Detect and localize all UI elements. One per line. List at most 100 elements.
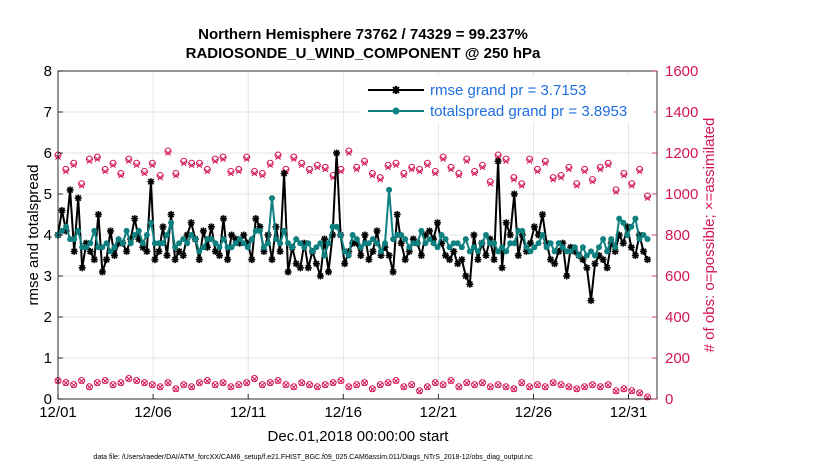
obs-assimilated-upper-point — [416, 168, 423, 175]
obs-assimilated-lower-point — [118, 380, 124, 386]
obs-assimilated-upper-point — [463, 158, 470, 165]
obs-possible-lower-point — [156, 383, 164, 391]
obs-possible-upper-point — [431, 167, 439, 175]
obs-assimilated-lower-point — [204, 378, 211, 384]
point-rmse — [490, 256, 498, 264]
point-rmse — [98, 268, 106, 276]
point-rmse — [502, 219, 510, 227]
obs-assimilated-lower-point — [298, 380, 305, 386]
point-totalspread — [240, 240, 247, 247]
y-right-tick-label: 1400 — [665, 104, 698, 121]
obs-possible-upper-point — [471, 167, 479, 175]
obs-assimilated-lower-point — [471, 382, 478, 388]
obs-assimilated-upper-point — [290, 156, 297, 163]
obs-assimilated-upper-point — [432, 170, 439, 177]
obs-possible-lower-point — [211, 381, 219, 389]
obs-possible-lower-point — [313, 383, 321, 391]
obs-possible-upper-point — [290, 153, 298, 161]
obs-possible-upper-point — [596, 163, 604, 171]
obs-possible-lower-point — [266, 379, 274, 387]
obs-possible-upper-point — [643, 192, 651, 200]
point-totalspread — [386, 186, 393, 193]
obs-assimilated-lower-point — [275, 378, 281, 384]
point-totalspread — [418, 227, 425, 234]
point-totalspread — [103, 240, 110, 247]
point-totalspread — [442, 236, 449, 243]
point-totalspread — [216, 244, 223, 251]
obs-assimilated-upper-point — [110, 162, 116, 169]
point-totalspread — [487, 240, 493, 247]
point-totalspread — [196, 248, 203, 255]
point-rmse — [304, 264, 312, 272]
point-totalspread — [119, 240, 126, 247]
point-totalspread — [277, 240, 284, 247]
point-totalspread — [640, 232, 647, 238]
obs-possible-lower-point — [518, 379, 526, 387]
obs-assimilated-upper-point — [141, 170, 148, 177]
obs-possible-upper-point — [195, 159, 203, 167]
point-totalspread — [446, 244, 453, 251]
obs-assimilated-upper-point — [149, 162, 156, 169]
point-rmse — [155, 247, 163, 255]
point-rmse — [627, 243, 635, 251]
point-rmse — [357, 252, 365, 259]
obs-possible-upper-point — [361, 157, 369, 165]
point-totalspread — [612, 244, 619, 251]
obs-possible-upper-point — [172, 170, 180, 177]
obs-assimilated-lower-point — [110, 382, 116, 388]
obs-assimilated-lower-point — [463, 380, 470, 386]
obs-assimilated-lower-point — [479, 380, 486, 386]
point-rmse — [224, 256, 232, 264]
obs-possible-lower-point — [361, 379, 369, 387]
obs-possible-upper-point — [628, 180, 636, 188]
point-rmse — [526, 239, 534, 247]
obs-possible-upper-point — [573, 180, 581, 188]
point-totalspread — [438, 232, 445, 238]
point-totalspread — [632, 215, 639, 222]
obs-assimilated-lower-point — [70, 382, 77, 388]
obs-possible-lower-point — [290, 383, 298, 391]
obs-possible-upper-point — [125, 155, 133, 163]
point-totalspread — [111, 244, 118, 251]
obs-assimilated-upper-point — [377, 176, 384, 183]
obs-possible-lower-point — [298, 379, 306, 387]
point-totalspread — [172, 244, 179, 251]
obs-possible-upper-point — [510, 174, 518, 182]
y-left-tick-label: 8 — [44, 63, 52, 80]
y-right-tick-label: 1000 — [665, 186, 698, 203]
obs-possible-lower-point — [125, 375, 133, 382]
y-right-tick-label: 200 — [665, 350, 690, 367]
obs-assimilated-lower-point — [613, 388, 619, 395]
obs-possible-upper-point — [463, 155, 471, 163]
obs-assimilated-lower-point — [86, 384, 93, 390]
obs-assimilated-lower-point — [534, 382, 541, 388]
obs-assimilated-lower-point — [306, 382, 313, 388]
point-rmse — [199, 227, 207, 235]
obs-assimilated-upper-point — [196, 162, 203, 169]
obs-assimilated-lower-point — [180, 382, 187, 388]
obs-assimilated-lower-point — [149, 382, 156, 388]
x-tick-label: 12/01 — [39, 404, 77, 421]
obs-assimilated-upper-point — [157, 174, 164, 181]
obs-possible-lower-point — [188, 383, 196, 391]
obs-possible-lower-point — [400, 383, 408, 391]
point-totalspread — [273, 236, 279, 243]
y-left-tick-label: 1 — [44, 350, 52, 367]
obs-possible-lower-point — [463, 379, 471, 387]
point-rmse — [333, 149, 341, 157]
y-axis-left: 0 1 2 3 4 5 6 7 8 — [44, 63, 63, 408]
obs-assimilated-lower-point — [235, 382, 242, 388]
obs-possible-lower-point — [541, 383, 549, 391]
point-totalspread — [616, 215, 623, 222]
point-totalspread — [269, 195, 275, 202]
point-rmse — [103, 256, 110, 264]
obs-assimilated-lower-point — [440, 382, 446, 388]
obs-possible-lower-point — [478, 379, 486, 387]
obs-possible-lower-point — [235, 381, 243, 389]
obs-assimilated-upper-point — [503, 158, 509, 165]
point-rmse — [321, 235, 328, 243]
point-totalspread — [341, 248, 348, 255]
point-rmse — [619, 239, 627, 247]
obs-assimilated-lower-point — [353, 382, 360, 388]
obs-possible-upper-point — [549, 174, 557, 182]
